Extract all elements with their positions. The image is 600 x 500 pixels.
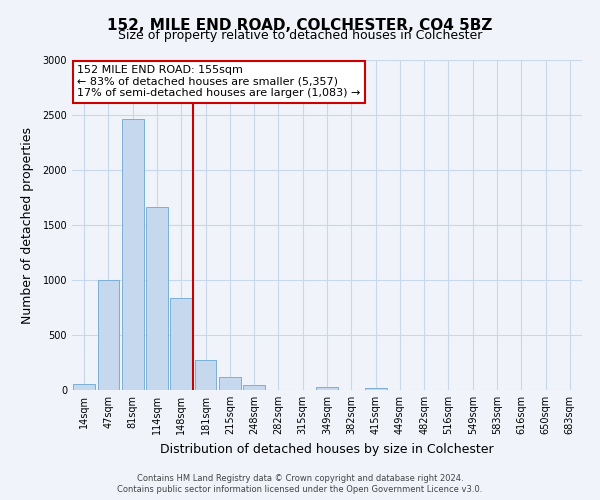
Bar — [194, 360, 217, 390]
X-axis label: Distribution of detached houses by size in Colchester: Distribution of detached houses by size … — [160, 442, 494, 456]
Text: Contains HM Land Registry data © Crown copyright and database right 2024.
Contai: Contains HM Land Registry data © Crown c… — [118, 474, 482, 494]
Bar — [146, 208, 168, 390]
Bar — [219, 377, 241, 390]
Y-axis label: Number of detached properties: Number of detached properties — [21, 126, 34, 324]
Bar — [97, 280, 119, 390]
Text: 152, MILE END ROAD, COLCHESTER, CO4 5BZ: 152, MILE END ROAD, COLCHESTER, CO4 5BZ — [107, 18, 493, 32]
Bar — [243, 384, 265, 390]
Bar — [170, 298, 192, 390]
Text: 152 MILE END ROAD: 155sqm
← 83% of detached houses are smaller (5,357)
17% of se: 152 MILE END ROAD: 155sqm ← 83% of detac… — [77, 65, 361, 98]
Bar — [365, 388, 386, 390]
Bar — [316, 386, 338, 390]
Bar — [73, 384, 95, 390]
Text: Size of property relative to detached houses in Colchester: Size of property relative to detached ho… — [118, 29, 482, 42]
Bar — [122, 120, 143, 390]
